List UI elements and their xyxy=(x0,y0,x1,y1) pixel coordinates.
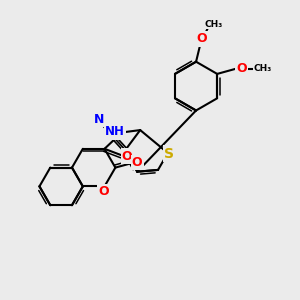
Text: C: C xyxy=(108,124,116,134)
Text: O: O xyxy=(99,185,109,198)
Text: O: O xyxy=(122,150,132,163)
Text: O: O xyxy=(197,32,207,45)
Text: S: S xyxy=(164,147,174,160)
Text: NH: NH xyxy=(105,125,125,138)
Text: CH₃: CH₃ xyxy=(204,20,222,29)
Text: CH₃: CH₃ xyxy=(253,64,272,73)
Text: N: N xyxy=(94,113,105,126)
Text: O: O xyxy=(132,156,142,169)
Text: O: O xyxy=(236,62,247,75)
